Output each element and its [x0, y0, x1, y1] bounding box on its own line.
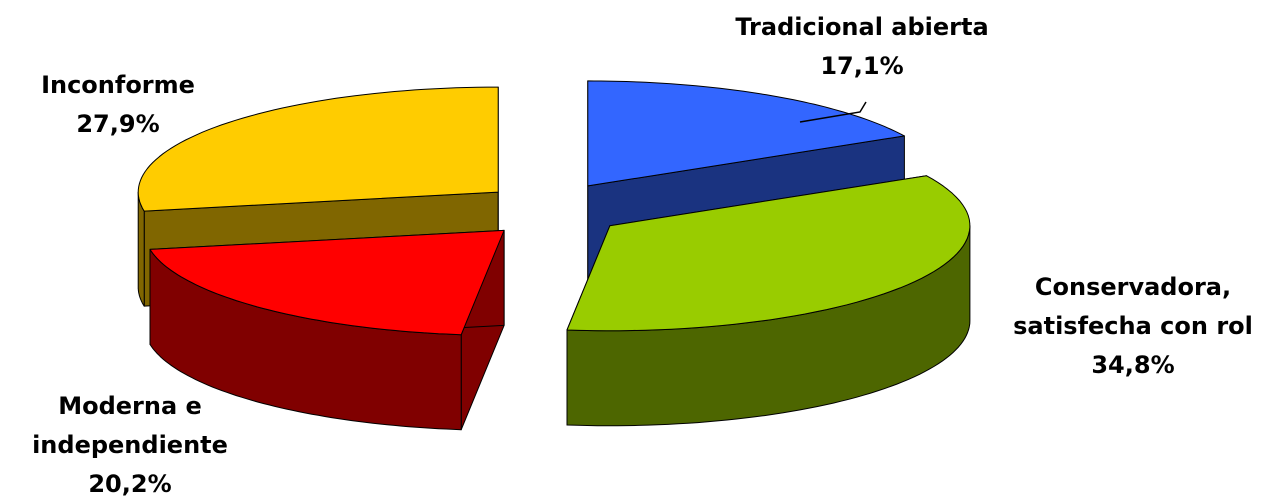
value-label: 27,9%: [76, 110, 160, 138]
value-label: 17,1%: [820, 52, 904, 80]
slice: [149, 229, 505, 336]
category-label: Inconforme: [41, 71, 195, 99]
slice: [566, 175, 971, 332]
value-label: 20,2%: [88, 470, 172, 498]
category-label: Moderna e independiente: [32, 392, 228, 459]
slice-label: Tradicional abierta 17,1%: [662, 8, 1062, 86]
slice: [587, 80, 905, 187]
slice: [137, 86, 499, 212]
slice-label: Moderna e independiente 20,2%: [5, 387, 255, 504]
leader-line: [799, 101, 867, 123]
slice-label: Inconforme 27,9%: [8, 66, 228, 144]
slice-label: Conservadora, satisfecha con rol 34,8%: [985, 268, 1281, 385]
slices: [137, 80, 971, 431]
category-label: Tradicional abierta: [735, 13, 989, 41]
category-label: Conservadora, satisfecha con rol: [1013, 273, 1253, 340]
value-label: 34,8%: [1091, 351, 1175, 379]
